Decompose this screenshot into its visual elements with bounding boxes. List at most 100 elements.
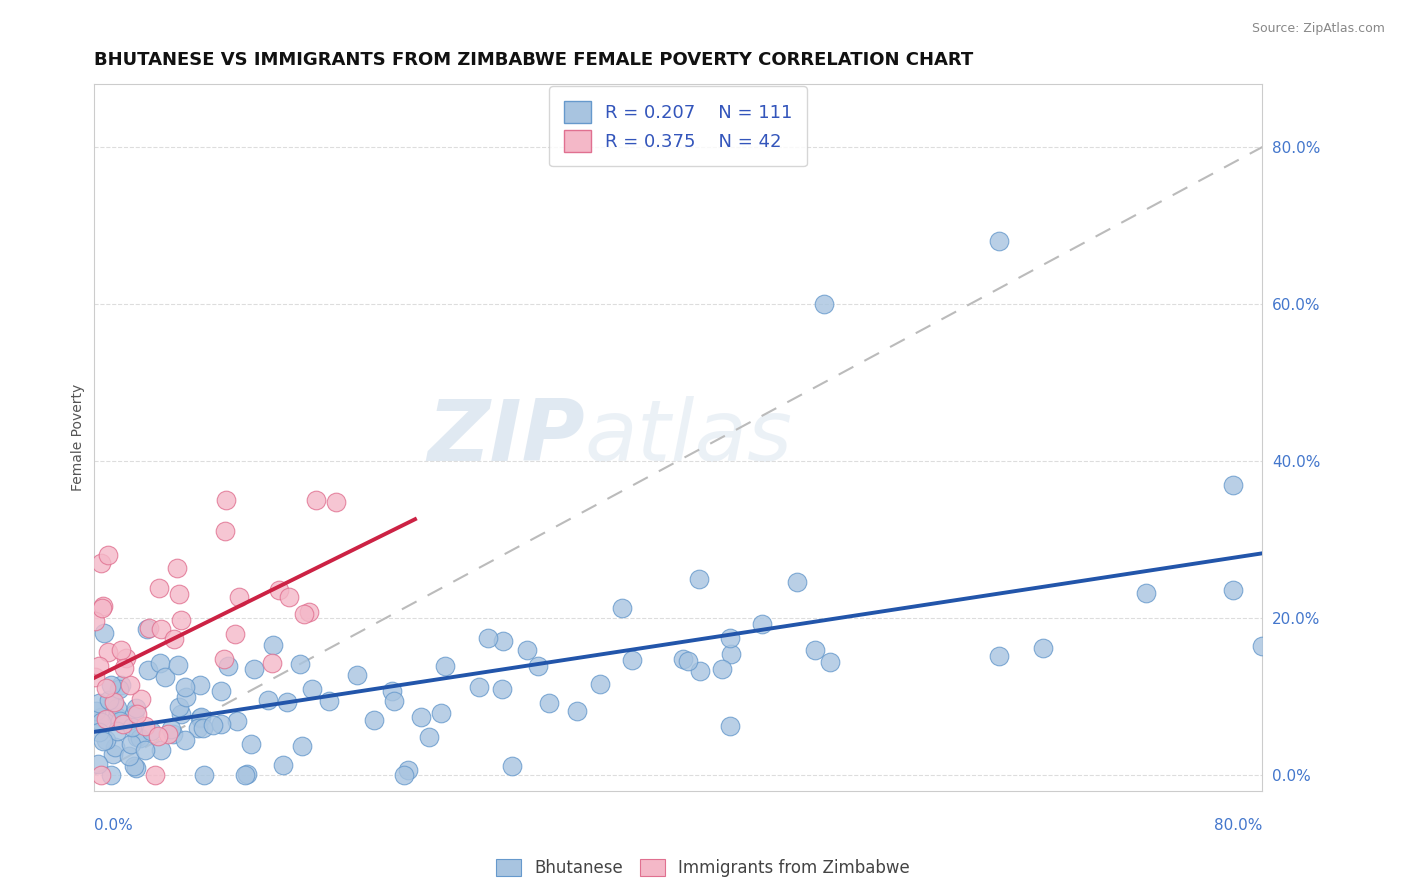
Point (430, 706, 453, 720)
Point (304, 493, 326, 508)
Point (188, 711, 211, 725)
Point (751, 617, 773, 632)
Point (174, 732, 197, 747)
Point (411, 710, 433, 724)
Point (988, 648, 1011, 663)
Point (174, 680, 197, 694)
Point (720, 647, 742, 661)
Point (127, 730, 149, 744)
Point (150, 743, 173, 757)
Point (288, 657, 311, 671)
Point (87, 724, 110, 739)
Point (143, 768, 166, 782)
Point (167, 657, 190, 672)
Point (114, 651, 136, 665)
Point (139, 724, 162, 739)
Point (135, 622, 157, 636)
Point (84, 614, 107, 628)
Point (565, 704, 588, 718)
Point (492, 634, 515, 648)
Point (214, 652, 236, 666)
Text: 0.0%: 0.0% (94, 818, 132, 833)
Point (277, 590, 299, 604)
Text: Source: ZipAtlas.com: Source: ZipAtlas.com (1251, 22, 1385, 36)
Point (527, 659, 550, 673)
Point (93, 625, 115, 640)
Point (318, 694, 340, 708)
Point (418, 730, 440, 744)
Point (1135, 586, 1157, 600)
Point (516, 643, 538, 657)
Point (146, 730, 169, 744)
Point (190, 710, 212, 724)
Y-axis label: Female Poverty: Female Poverty (72, 384, 86, 491)
Point (163, 632, 186, 646)
Point (202, 718, 225, 732)
Point (166, 561, 188, 575)
Point (117, 749, 139, 764)
Point (718, 632, 741, 646)
Point (118, 678, 141, 692)
Point (672, 651, 695, 665)
Point (169, 707, 191, 722)
Legend: Bhutanese, Immigrants from Zimbabwe: Bhutanese, Immigrants from Zimbabwe (489, 852, 917, 884)
Point (103, 695, 125, 709)
Point (1222, 477, 1244, 491)
Point (610, 601, 633, 615)
Point (325, 495, 347, 509)
Point (105, 701, 128, 715)
Point (363, 713, 385, 727)
Point (108, 682, 131, 697)
Point (149, 657, 172, 671)
Point (271, 758, 294, 772)
Point (1281, 593, 1303, 607)
Point (110, 643, 132, 657)
Point (169, 700, 191, 714)
Point (276, 694, 298, 708)
Point (786, 574, 808, 589)
Point (105, 709, 128, 723)
Point (90, 714, 112, 729)
Point (96, 681, 118, 695)
Point (138, 621, 160, 635)
Point (209, 717, 232, 731)
Point (149, 622, 172, 636)
Point (103, 747, 125, 762)
Point (156, 727, 179, 741)
Point (813, 297, 835, 311)
Point (676, 654, 699, 668)
Point (110, 678, 132, 692)
Point (138, 663, 160, 677)
Point (292, 607, 315, 621)
Point (87, 658, 110, 673)
Point (97, 548, 120, 562)
Point (257, 692, 280, 706)
Point (262, 638, 284, 652)
Text: ZIP: ZIP (427, 396, 585, 479)
Point (501, 758, 523, 772)
Point (153, 670, 176, 684)
Point (217, 658, 239, 673)
Point (100, 678, 122, 692)
Point (818, 656, 841, 670)
Point (621, 653, 644, 667)
Point (209, 684, 232, 698)
Point (228, 591, 250, 605)
Point (477, 632, 499, 646)
Point (84, 670, 107, 684)
Point (240, 737, 263, 751)
Point (125, 761, 148, 775)
Point (97, 693, 120, 707)
Point (91, 601, 114, 615)
Point (96, 645, 118, 659)
Point (148, 581, 170, 595)
Point (134, 743, 156, 757)
Legend: R = 0.207    N = 111, R = 0.375    N = 42: R = 0.207 N = 111, R = 0.375 N = 42 (550, 87, 807, 166)
Point (187, 722, 209, 736)
Point (122, 706, 145, 721)
Point (988, 234, 1011, 248)
Point (260, 656, 283, 670)
Point (396, 764, 419, 778)
Point (94, 733, 117, 747)
Point (224, 626, 246, 640)
